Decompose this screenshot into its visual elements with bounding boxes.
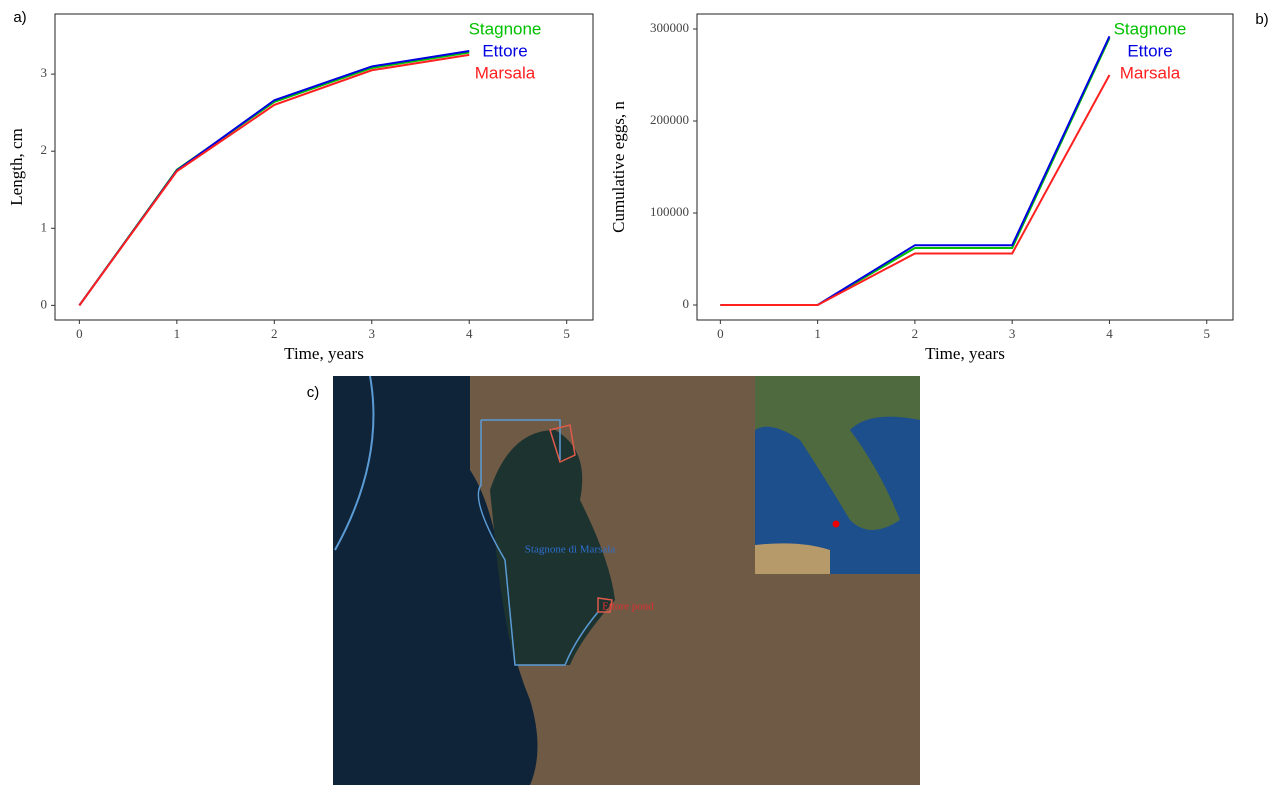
line-series [720,75,1109,305]
x-tick-label: 0 [76,326,83,341]
y-axis-label: Cumulative eggs, n [609,101,628,233]
x-tick-label: 0 [717,326,724,341]
line-series [720,36,1109,305]
line-series [79,53,469,306]
line-series [79,51,469,305]
x-tick-label: 5 [563,326,570,341]
line-series [720,38,1109,305]
y-tick-label: 300000 [650,20,689,35]
x-tick-label: 4 [1106,326,1113,341]
x-tick-label: 1 [174,326,181,341]
y-tick-label: 100000 [650,204,689,219]
figure: Stagnone di Marsala Ettore pond c) 0 1 2 3 4… [0,0,1274,785]
legend-entry: Stagnone [1114,19,1187,38]
legend-entry: Marsala [475,63,536,82]
panel-label: a) [13,9,26,26]
x-tick-label: 2 [271,326,278,341]
y-tick-label: 0 [683,296,690,311]
x-tick-label: 1 [814,326,821,341]
y-tick-label: 3 [41,65,48,80]
x-axis-label: Time, years [925,344,1005,363]
x-tick-label: 2 [912,326,919,341]
map: Stagnone di Marsala Ettore pond c) [307,376,920,785]
y-tick-label: 2 [41,142,48,157]
legend-entry: Stagnone [469,19,542,38]
legend-entry: Marsala [1120,63,1181,82]
panel-label: c) [307,384,320,401]
map-label: Stagnone di Marsala [525,544,616,556]
legend-entry: Ettore [482,41,527,60]
line-series [79,55,469,306]
x-tick-label: 3 [1009,326,1016,341]
legend-entry: Ettore [1127,41,1172,60]
x-axis-label: Time, years [284,344,364,363]
y-tick-label: 1 [41,219,48,234]
y-axis-label: Length, cm [7,128,26,205]
y-tick-label: 200000 [650,112,689,127]
inset-africa [755,543,830,574]
panel-label: b) [1255,11,1268,28]
inset-marker [833,521,840,528]
y-tick-label: 0 [41,296,48,311]
map-label: Ettore pond [602,601,654,613]
x-tick-label: 4 [466,326,473,341]
x-tick-label: 5 [1203,326,1210,341]
x-tick-label: 3 [369,326,376,341]
